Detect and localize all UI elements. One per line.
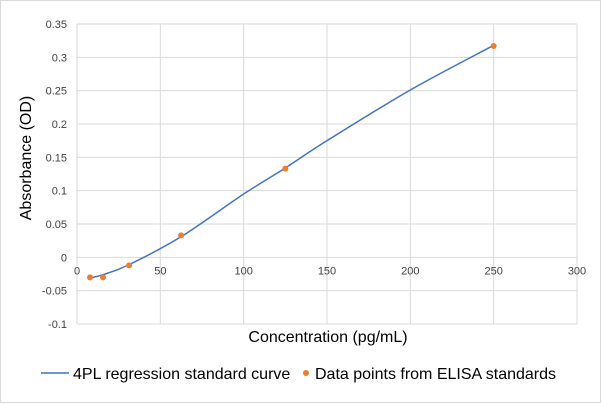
data-point bbox=[282, 165, 289, 172]
x-tick-label: 100 bbox=[234, 265, 252, 277]
x-tick-label: 150 bbox=[318, 265, 336, 277]
y-tick-label: 0.3 bbox=[52, 52, 67, 64]
legend-marker-swatch bbox=[303, 370, 309, 376]
data-point bbox=[178, 232, 185, 239]
data-point bbox=[100, 274, 106, 281]
y-tick-label: 0.1 bbox=[52, 186, 67, 198]
y-tick-label: -0.1 bbox=[48, 319, 67, 331]
x-axis-title: Concentration (pg/mL) bbox=[248, 329, 407, 346]
legend-label-curve: 4PL regression standard curve bbox=[73, 366, 290, 383]
x-tick-label: 0 bbox=[74, 265, 80, 277]
series bbox=[87, 43, 497, 281]
data-point bbox=[126, 262, 133, 269]
x-tick-label: 200 bbox=[401, 265, 419, 277]
data-point bbox=[490, 43, 497, 49]
data-point bbox=[87, 274, 93, 281]
grid bbox=[76, 23, 578, 325]
x-tick-label: 300 bbox=[568, 265, 586, 277]
x-tick-label: 50 bbox=[154, 265, 166, 277]
tick-labels: -0.1 -0.05 0 0.05 0.1 0.15 0.2 0.25 0.3 0.35 0 50 10… bbox=[42, 19, 586, 331]
y-tick-label: 0.25 bbox=[46, 86, 67, 98]
y-axis-title: Absorbance (OD) bbox=[18, 96, 35, 221]
legend-label-points: Data points from ELISA standards bbox=[315, 366, 556, 383]
series-line-4pl-curve bbox=[89, 44, 495, 279]
y-tick-label: 0.35 bbox=[46, 19, 67, 31]
legend: 4PL regression standard curve Data point… bbox=[41, 366, 556, 383]
y-tick-label: 0.05 bbox=[46, 219, 67, 231]
y-tick-label: 0 bbox=[61, 252, 67, 264]
y-tick-label: -0.05 bbox=[42, 286, 67, 298]
y-tick-label: 0.2 bbox=[52, 119, 67, 131]
x-tick-label: 250 bbox=[484, 265, 502, 277]
y-tick-label: 0.15 bbox=[46, 152, 67, 164]
